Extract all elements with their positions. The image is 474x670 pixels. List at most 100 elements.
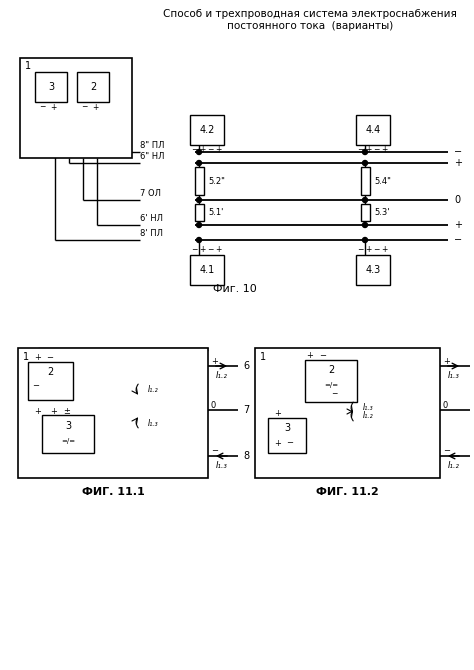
FancyBboxPatch shape bbox=[190, 115, 224, 145]
Text: +: + bbox=[381, 245, 387, 255]
Text: +: + bbox=[365, 245, 371, 255]
FancyBboxPatch shape bbox=[195, 204, 204, 221]
Text: +: + bbox=[35, 407, 41, 415]
Text: 4.4: 4.4 bbox=[365, 125, 381, 135]
Text: Фиг. 10: Фиг. 10 bbox=[213, 284, 257, 294]
Text: +: + bbox=[35, 354, 41, 362]
Circle shape bbox=[363, 149, 367, 155]
Text: 5.4": 5.4" bbox=[374, 176, 391, 186]
Text: 0: 0 bbox=[454, 195, 460, 205]
Text: 5.2": 5.2" bbox=[208, 176, 225, 186]
Text: +: + bbox=[215, 145, 221, 155]
FancyBboxPatch shape bbox=[361, 167, 370, 195]
Circle shape bbox=[363, 161, 367, 165]
Text: +: + bbox=[199, 245, 205, 255]
Text: 1: 1 bbox=[25, 61, 31, 71]
FancyBboxPatch shape bbox=[42, 415, 94, 453]
Text: −: − bbox=[373, 145, 379, 155]
Text: −: − bbox=[286, 438, 293, 448]
Text: 4.3: 4.3 bbox=[365, 265, 381, 275]
Text: I₁.₂: I₁.₂ bbox=[448, 460, 460, 470]
FancyBboxPatch shape bbox=[28, 362, 73, 400]
FancyBboxPatch shape bbox=[20, 58, 132, 158]
Text: 3: 3 bbox=[48, 82, 54, 92]
Text: 8: 8 bbox=[243, 451, 249, 461]
Text: 2: 2 bbox=[47, 367, 54, 377]
Text: 2: 2 bbox=[90, 82, 96, 92]
Text: +: + bbox=[274, 438, 282, 448]
Text: I₁.₂: I₁.₂ bbox=[216, 371, 228, 379]
Text: 1: 1 bbox=[23, 352, 29, 362]
Circle shape bbox=[363, 222, 367, 228]
Text: 8' ПЛ: 8' ПЛ bbox=[140, 229, 163, 238]
Text: +: + bbox=[215, 245, 221, 255]
Text: =/=: =/= bbox=[61, 438, 75, 444]
Text: +: + bbox=[307, 352, 313, 360]
FancyBboxPatch shape bbox=[190, 255, 224, 285]
Text: +: + bbox=[443, 356, 450, 366]
Text: 7 ОЛ: 7 ОЛ bbox=[140, 189, 161, 198]
Text: Способ и трехпроводная система электроснабжения: Способ и трехпроводная система электросн… bbox=[163, 9, 457, 19]
Circle shape bbox=[363, 198, 367, 202]
Text: −: − bbox=[454, 147, 462, 157]
Text: −: − bbox=[191, 145, 197, 155]
Text: −: − bbox=[454, 235, 462, 245]
Text: 4.1: 4.1 bbox=[200, 265, 215, 275]
Text: −: − bbox=[443, 446, 450, 456]
Text: 6" НЛ: 6" НЛ bbox=[140, 152, 164, 161]
Text: 5.1': 5.1' bbox=[208, 208, 223, 217]
Text: −: − bbox=[207, 245, 213, 255]
Text: −: − bbox=[81, 103, 87, 111]
Text: +: + bbox=[92, 103, 98, 111]
Text: ФИГ. 11.1: ФИГ. 11.1 bbox=[82, 487, 145, 497]
FancyBboxPatch shape bbox=[18, 348, 208, 478]
Text: I₁.₃: I₁.₃ bbox=[363, 403, 374, 413]
Text: I₁.₃: I₁.₃ bbox=[148, 419, 159, 427]
Circle shape bbox=[197, 149, 201, 155]
FancyBboxPatch shape bbox=[77, 72, 109, 102]
Circle shape bbox=[197, 237, 201, 243]
Text: −: − bbox=[357, 145, 363, 155]
Text: +: + bbox=[454, 220, 462, 230]
Text: 0: 0 bbox=[443, 401, 448, 409]
Text: +: + bbox=[51, 407, 57, 415]
Text: постоянного тока  (варианты): постоянного тока (варианты) bbox=[227, 21, 393, 31]
Text: −: − bbox=[357, 245, 363, 255]
Circle shape bbox=[197, 198, 201, 202]
Text: 2: 2 bbox=[328, 365, 334, 375]
Circle shape bbox=[197, 161, 201, 165]
Text: I₁.₃: I₁.₃ bbox=[216, 460, 228, 470]
Text: I₁.₃: I₁.₃ bbox=[448, 371, 460, 379]
FancyBboxPatch shape bbox=[361, 204, 370, 221]
Text: 6: 6 bbox=[243, 361, 249, 371]
FancyBboxPatch shape bbox=[35, 72, 67, 102]
Text: I₁.₂: I₁.₂ bbox=[363, 411, 374, 421]
Text: +: + bbox=[365, 145, 371, 155]
Text: −: − bbox=[331, 389, 337, 399]
Circle shape bbox=[363, 237, 367, 243]
Text: 8" ПЛ: 8" ПЛ bbox=[140, 141, 164, 150]
Text: 3: 3 bbox=[65, 421, 71, 431]
FancyBboxPatch shape bbox=[356, 255, 390, 285]
Text: 6' НЛ: 6' НЛ bbox=[140, 214, 163, 223]
FancyBboxPatch shape bbox=[195, 167, 204, 195]
FancyBboxPatch shape bbox=[268, 418, 306, 453]
Text: 5.3': 5.3' bbox=[374, 208, 390, 217]
Text: −: − bbox=[207, 145, 213, 155]
Text: −: − bbox=[39, 103, 45, 111]
FancyBboxPatch shape bbox=[305, 360, 357, 402]
Text: −: − bbox=[211, 446, 218, 456]
Text: +: + bbox=[381, 145, 387, 155]
Text: 1: 1 bbox=[260, 352, 266, 362]
Text: 0: 0 bbox=[211, 401, 216, 409]
Text: −: − bbox=[46, 354, 54, 362]
Text: 3: 3 bbox=[284, 423, 290, 433]
Text: =/=: =/= bbox=[324, 382, 338, 388]
Text: 4.2: 4.2 bbox=[199, 125, 215, 135]
Text: I₁.₂: I₁.₂ bbox=[148, 385, 159, 395]
Text: ±: ± bbox=[64, 407, 71, 415]
Text: +: + bbox=[50, 103, 56, 111]
Text: 7: 7 bbox=[243, 405, 249, 415]
FancyBboxPatch shape bbox=[255, 348, 440, 478]
Text: ФИГ. 11.2: ФИГ. 11.2 bbox=[316, 487, 379, 497]
